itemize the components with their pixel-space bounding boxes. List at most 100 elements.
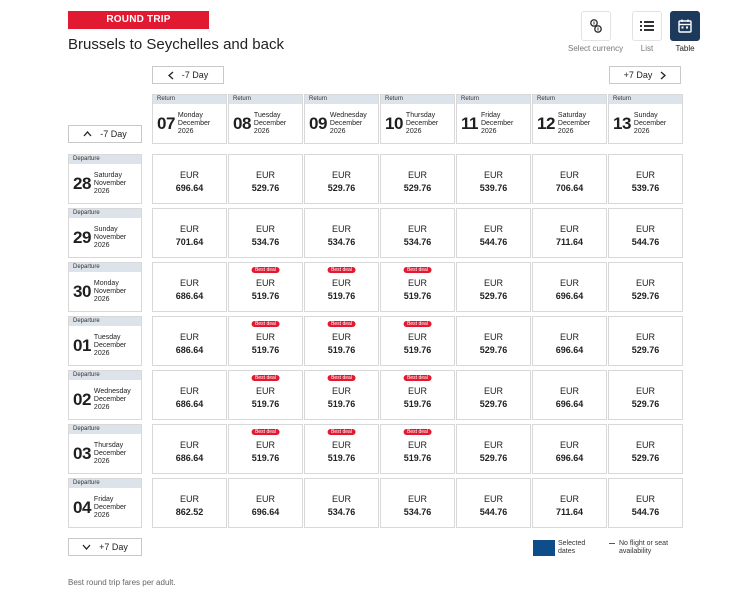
departure-next-week-label: +7 Day bbox=[99, 542, 128, 552]
return-label: Return bbox=[457, 95, 530, 104]
return-prev-week-button[interactable]: -7 Day bbox=[152, 66, 224, 84]
fare-cell[interactable]: EUR 529.76 bbox=[228, 154, 303, 204]
fare-cell[interactable]: Best deal EUR 519.76 bbox=[228, 316, 303, 366]
fare-cell[interactable]: EUR 862.52 bbox=[152, 478, 227, 528]
fare-cell[interactable]: EUR 534.76 bbox=[380, 478, 455, 528]
fare-cell[interactable]: EUR 539.76 bbox=[456, 154, 531, 204]
fare-cell[interactable]: Best deal EUR 519.76 bbox=[304, 262, 379, 312]
fare-cell[interactable]: EUR 696.64 bbox=[152, 154, 227, 204]
fare-cell[interactable]: EUR 701.64 bbox=[152, 208, 227, 258]
best-deal-badge: Best deal bbox=[403, 375, 432, 381]
fare-cell[interactable]: EUR 696.64 bbox=[228, 478, 303, 528]
fare-cell[interactable]: Best deal EUR 519.76 bbox=[228, 262, 303, 312]
fare-cell[interactable]: EUR 696.64 bbox=[532, 316, 607, 366]
fare-cell[interactable]: Best deal EUR 519.76 bbox=[228, 370, 303, 420]
fare-cell[interactable]: EUR 529.76 bbox=[380, 154, 455, 204]
fare-cell[interactable]: Best deal EUR 519.76 bbox=[304, 316, 379, 366]
best-deal-badge: Best deal bbox=[327, 321, 356, 327]
fare-cell[interactable]: EUR 711.64 bbox=[532, 478, 607, 528]
fare-cell[interactable]: EUR 529.76 bbox=[608, 424, 683, 474]
fare-cell[interactable]: EUR 529.76 bbox=[456, 316, 531, 366]
fare-cell[interactable]: EUR 696.64 bbox=[532, 262, 607, 312]
fare-currency: EUR bbox=[179, 278, 199, 288]
fare-cell[interactable]: EUR 529.76 bbox=[456, 424, 531, 474]
fare-cell[interactable]: EUR 544.76 bbox=[608, 478, 683, 528]
return-date-header: Return 09 Wednesday December 2026 bbox=[304, 94, 379, 144]
return-weekday: Tuesday bbox=[253, 111, 281, 119]
fare-amount: 534.76 bbox=[327, 237, 356, 247]
departure-day-number: 04 bbox=[73, 497, 91, 517]
fare-cell[interactable]: EUR 534.76 bbox=[228, 208, 303, 258]
fare-cell[interactable]: EUR 686.64 bbox=[152, 424, 227, 474]
fare-currency: EUR bbox=[331, 278, 351, 288]
fare-amount: 519.76 bbox=[251, 291, 280, 301]
fare-cell[interactable]: EUR 534.76 bbox=[304, 478, 379, 528]
fare-cell[interactable]: EUR 529.76 bbox=[304, 154, 379, 204]
fare-cell[interactable]: EUR 529.76 bbox=[456, 262, 531, 312]
fare-cell[interactable]: EUR 529.76 bbox=[456, 370, 531, 420]
departure-year: 2026 bbox=[93, 349, 110, 357]
fare-cell[interactable]: EUR 686.64 bbox=[152, 262, 227, 312]
list-view-label: List bbox=[640, 44, 654, 53]
return-day-number: 09 bbox=[309, 113, 327, 133]
fare-amount: 519.76 bbox=[327, 345, 356, 355]
return-year: 2026 bbox=[405, 127, 422, 135]
return-month: December bbox=[177, 119, 211, 127]
return-month: December bbox=[405, 119, 439, 127]
fares-footnote: Best round trip fares per adult. bbox=[68, 578, 176, 587]
list-icon bbox=[632, 11, 662, 41]
fare-cell[interactable]: Best deal EUR 519.76 bbox=[380, 424, 455, 474]
list-view-button[interactable]: List bbox=[632, 11, 662, 53]
fare-cell[interactable]: Best deal EUR 519.76 bbox=[380, 316, 455, 366]
return-next-week-button[interactable]: +7 Day bbox=[609, 66, 681, 84]
calendar-icon bbox=[670, 11, 700, 41]
return-month: December bbox=[633, 119, 667, 127]
fare-cell[interactable]: EUR 534.76 bbox=[304, 208, 379, 258]
chevron-right-icon bbox=[660, 71, 667, 79]
fare-currency: EUR bbox=[407, 386, 427, 396]
departure-date-header: Departure 28 Saturday November 2026 bbox=[68, 154, 142, 204]
fare-cell[interactable]: Best deal EUR 519.76 bbox=[304, 370, 379, 420]
fare-cell[interactable]: Best deal EUR 519.76 bbox=[228, 424, 303, 474]
select-currency-button[interactable]: Select currency bbox=[568, 11, 623, 53]
departure-day-number: 29 bbox=[73, 227, 91, 247]
departure-prev-week-button[interactable]: -7 Day bbox=[68, 125, 142, 143]
fare-amount: 544.76 bbox=[631, 507, 660, 517]
fare-cell[interactable]: EUR 529.76 bbox=[608, 370, 683, 420]
fare-cell[interactable]: EUR 686.64 bbox=[152, 316, 227, 366]
fare-currency: EUR bbox=[255, 386, 275, 396]
departure-label: Departure bbox=[69, 155, 141, 164]
fare-cell[interactable]: EUR 696.64 bbox=[532, 424, 607, 474]
fare-cell[interactable]: EUR 686.64 bbox=[152, 370, 227, 420]
fare-cell[interactable]: EUR 529.76 bbox=[608, 262, 683, 312]
departure-year: 2026 bbox=[93, 241, 110, 249]
select-currency-label: Select currency bbox=[568, 44, 624, 53]
departure-weekday: Friday bbox=[93, 495, 114, 503]
table-view-label: Table bbox=[675, 44, 695, 53]
departure-year: 2026 bbox=[93, 187, 110, 195]
fare-amount: 696.64 bbox=[555, 345, 584, 355]
return-month: December bbox=[253, 119, 287, 127]
departure-next-week-button[interactable]: +7 Day bbox=[68, 538, 142, 556]
fare-cell[interactable]: Best deal EUR 519.76 bbox=[380, 262, 455, 312]
fare-cell[interactable]: EUR 711.64 bbox=[532, 208, 607, 258]
fare-cell[interactable]: EUR 529.76 bbox=[608, 316, 683, 366]
fare-cell[interactable]: Best deal EUR 519.76 bbox=[380, 370, 455, 420]
fare-cell[interactable]: EUR 544.76 bbox=[456, 208, 531, 258]
departure-year: 2026 bbox=[93, 457, 110, 465]
fare-currency: EUR bbox=[407, 224, 427, 234]
fare-amount: 544.76 bbox=[479, 507, 508, 517]
fare-cell[interactable]: EUR 544.76 bbox=[608, 208, 683, 258]
table-view-button[interactable]: Table bbox=[670, 11, 700, 53]
fare-cell[interactable]: EUR 544.76 bbox=[456, 478, 531, 528]
fare-cell[interactable]: EUR 539.76 bbox=[608, 154, 683, 204]
fare-cell[interactable]: EUR 534.76 bbox=[380, 208, 455, 258]
no-flight-dash bbox=[609, 543, 615, 544]
fare-currency: EUR bbox=[407, 278, 427, 288]
fare-cell[interactable]: EUR 706.64 bbox=[532, 154, 607, 204]
fare-cell[interactable]: Best deal EUR 519.76 bbox=[304, 424, 379, 474]
departure-weekday: Sunday bbox=[93, 225, 118, 233]
fare-cell[interactable]: EUR 696.64 bbox=[532, 370, 607, 420]
fare-currency: EUR bbox=[407, 332, 427, 342]
fare-amount: 519.76 bbox=[251, 453, 280, 463]
